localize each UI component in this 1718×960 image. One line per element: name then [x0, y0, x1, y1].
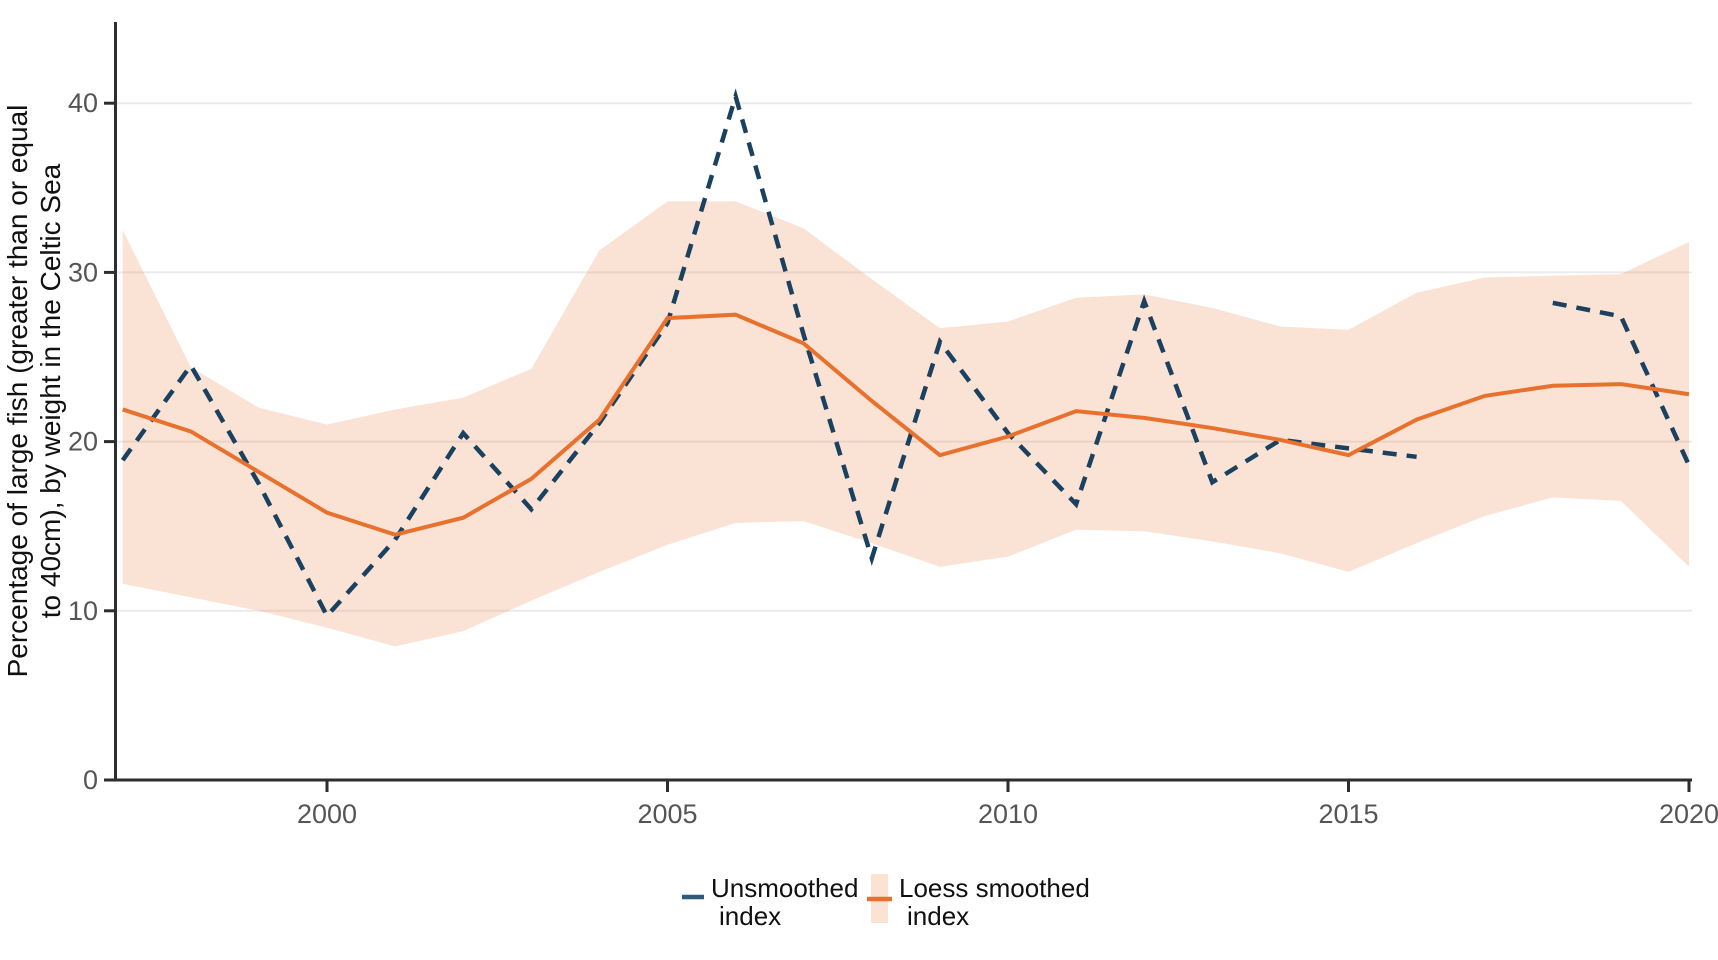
x-tick-label: 2000: [297, 799, 357, 829]
legend-label-unsmoothed-line1: Unsmoothed: [711, 873, 858, 903]
legend-entry-loess: Loess smoothed index: [867, 873, 1090, 931]
legend-label-loess-line1: Loess smoothed: [899, 873, 1090, 903]
y-axis-title: Percentage of large fish (greater than o…: [2, 105, 66, 678]
x-tick-label: 2020: [1659, 799, 1718, 829]
x-tick-label: 2005: [637, 799, 697, 829]
legend-entry-unsmoothed: Unsmoothed index: [682, 873, 858, 931]
legend-label-loess-line2: index: [907, 901, 969, 931]
x-tick-label: 2010: [978, 799, 1038, 829]
legend: Unsmoothed index Loess smoothed index: [682, 873, 1090, 931]
unsmoothed-index-line: [1552, 300, 1692, 467]
legend-label-unsmoothed-line2: index: [719, 901, 781, 931]
tick-layer: 2000 2005 2010 2015 2020 0 10 20 30 40: [68, 88, 1718, 829]
loess-smoothed-line: [122, 312, 1690, 537]
y-tick-label: 30: [68, 257, 98, 287]
y-axis-title-line2: to 40cm), by weight in the Celtic Sea: [35, 163, 66, 618]
x-tick-label: 2015: [1318, 799, 1378, 829]
y-tick-label: 20: [68, 427, 98, 457]
y-tick-label: 0: [83, 765, 98, 795]
series-layer: [120, 88, 1692, 620]
y-tick-label: 40: [68, 88, 98, 118]
confidence-ribbon-layer: [122, 201, 1690, 647]
gridlines: [115, 102, 1692, 612]
y-tick-label: 10: [68, 596, 98, 626]
confidence-ribbon: [122, 201, 1690, 647]
y-axis-title-line1: Percentage of large fish (greater than o…: [2, 105, 33, 678]
axes-layer: [114, 22, 1692, 782]
unsmoothed-index-line: [120, 88, 1417, 620]
